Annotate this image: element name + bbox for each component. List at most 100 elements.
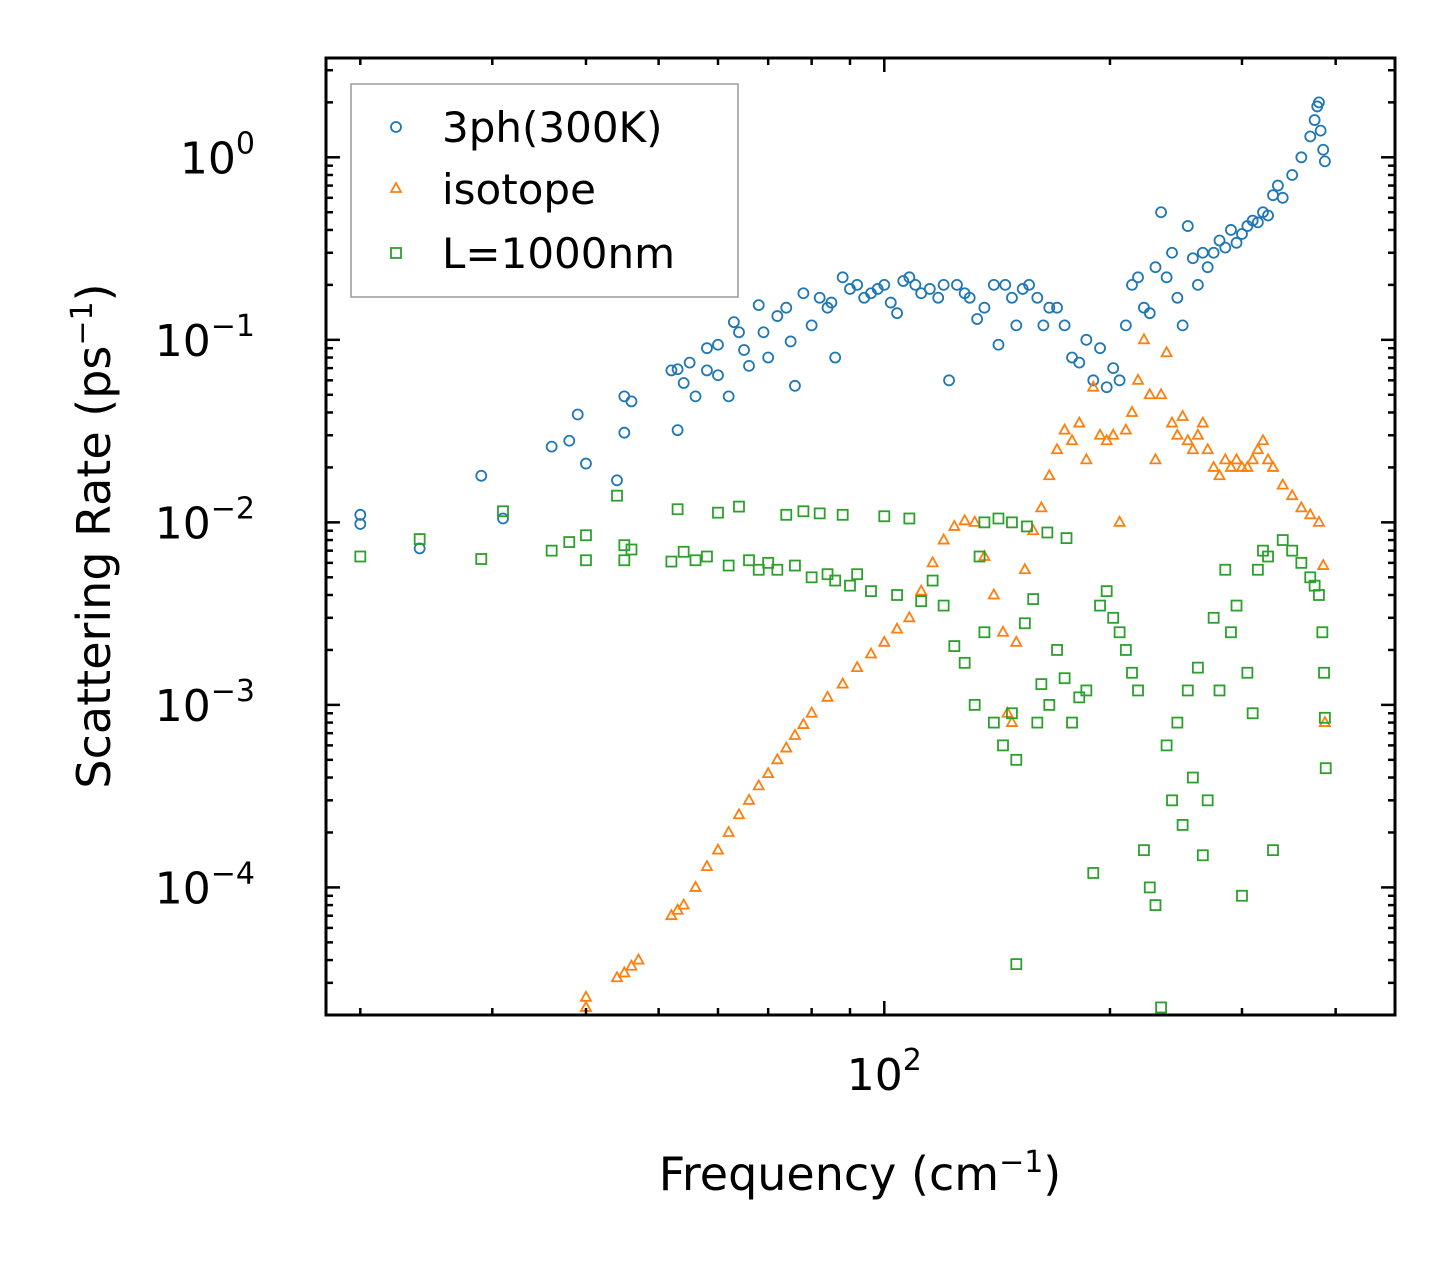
data-point — [1176, 819, 1189, 831]
data-point — [677, 377, 690, 389]
data-point — [1094, 342, 1106, 355]
data-point — [926, 574, 939, 587]
data-point — [996, 624, 1010, 637]
data-point — [1241, 666, 1254, 679]
data-point — [903, 271, 916, 284]
data-point — [757, 326, 770, 339]
data-point — [1137, 332, 1151, 345]
data-point — [1171, 291, 1184, 304]
data-point — [1276, 477, 1290, 490]
data-point — [497, 505, 509, 518]
data-point — [1318, 666, 1330, 679]
data-point — [877, 635, 891, 647]
y-tick-label-exponent: −4 — [211, 856, 255, 891]
legend-label-boundary: L=1000nm — [442, 229, 675, 278]
data-point — [992, 512, 1005, 525]
data-point — [722, 559, 735, 572]
data-point — [1251, 563, 1264, 576]
data-point — [1087, 867, 1100, 879]
data-point — [1276, 534, 1289, 546]
data-point — [1080, 333, 1093, 346]
data-point — [825, 296, 838, 309]
data-point — [805, 571, 818, 584]
data-point — [865, 585, 877, 598]
series-2 — [354, 489, 1332, 1014]
y-tick-label: 10−3 — [155, 674, 255, 732]
data-point — [354, 518, 367, 530]
data-point — [1272, 179, 1284, 192]
data-point — [1113, 374, 1126, 387]
data-point — [762, 351, 775, 364]
y-tick-label-exponent: 0 — [236, 126, 255, 161]
data-point — [932, 291, 945, 304]
data-point — [1031, 716, 1044, 729]
y-tick-label: 10−1 — [155, 309, 255, 367]
data-point — [1010, 958, 1023, 971]
data-point — [722, 825, 736, 837]
data-point — [1201, 794, 1214, 807]
legend: 3ph(300K) isotope L=1000nm — [350, 83, 739, 298]
data-point — [1230, 599, 1243, 612]
y-axis-label-superscript: −1 — [65, 301, 100, 345]
data-point — [665, 364, 678, 377]
data-point — [1143, 307, 1156, 320]
data-point — [797, 287, 810, 300]
data-point — [1317, 143, 1330, 156]
data-point — [1286, 169, 1299, 181]
data-point — [1219, 241, 1232, 254]
data-point — [902, 610, 916, 623]
data-point — [1191, 661, 1204, 674]
data-point — [1295, 151, 1308, 164]
data-point — [797, 505, 810, 518]
data-point — [1037, 319, 1050, 332]
data-point — [1043, 698, 1056, 711]
data-point — [1125, 405, 1139, 417]
data-point — [1196, 849, 1209, 862]
data-point — [1246, 452, 1260, 465]
y-tick-label: 100 — [180, 126, 255, 184]
data-point — [987, 278, 1000, 291]
data-point — [829, 574, 842, 587]
data-point — [789, 379, 801, 392]
data-point — [943, 374, 955, 387]
data-point — [1100, 381, 1113, 394]
data-point — [829, 351, 842, 364]
data-point — [878, 278, 891, 291]
data-point — [618, 554, 631, 567]
data-point — [1186, 442, 1200, 455]
data-point — [733, 326, 745, 339]
legend-label-3ph: 3ph(300K) — [442, 103, 662, 152]
data-point — [890, 621, 904, 634]
data-point — [1072, 415, 1086, 428]
data-point — [701, 342, 713, 355]
data-point — [1207, 611, 1220, 624]
data-point — [683, 356, 696, 369]
data-point — [1262, 550, 1274, 563]
y-axis-label-end: ) — [67, 283, 121, 301]
data-point — [999, 278, 1012, 291]
data-point — [1160, 345, 1174, 358]
data-point — [752, 563, 765, 576]
data-points — [354, 96, 1332, 1014]
data-point — [1251, 216, 1264, 229]
data-point — [354, 550, 367, 563]
data-point — [1207, 246, 1220, 259]
data-point — [1240, 460, 1254, 472]
data-point — [958, 656, 971, 669]
data-point — [712, 338, 724, 351]
y-tick-label-base: 10 — [180, 133, 236, 184]
data-point — [978, 516, 991, 529]
data-point — [618, 426, 631, 439]
data-point — [937, 599, 950, 612]
y-tick-label-exponent: −1 — [211, 309, 255, 344]
data-point — [903, 512, 916, 525]
series-1 — [579, 332, 1332, 1012]
data-point — [1316, 626, 1329, 639]
data-point — [813, 291, 826, 304]
data-point — [1218, 452, 1232, 465]
data-point — [1166, 794, 1178, 807]
data-point — [1303, 507, 1317, 520]
data-point — [978, 301, 991, 314]
data-point — [1058, 319, 1071, 332]
